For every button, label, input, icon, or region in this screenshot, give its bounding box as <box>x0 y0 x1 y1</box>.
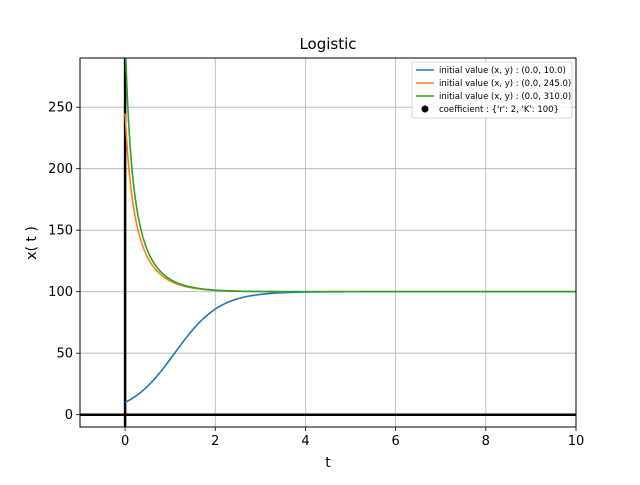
chart-title: Logistic <box>299 35 356 53</box>
x-tick-label: 10 <box>568 434 585 449</box>
x-tick-label: 4 <box>301 434 309 449</box>
x-axis-ticks: 0 2 4 6 8 10 <box>121 427 584 449</box>
y-tick-label: 100 <box>48 285 73 300</box>
y-tick-label: 50 <box>56 347 73 362</box>
x-tick-label: 6 <box>391 434 399 449</box>
x-tick-label: 0 <box>121 434 129 449</box>
legend: initial value (x, y) : (0.0, 10.0) initia… <box>411 61 573 119</box>
y-tick-label: 250 <box>48 101 73 116</box>
y-axis-label: x( t ) <box>24 226 40 260</box>
series-line-3 <box>125 58 576 293</box>
x-tick-label: 2 <box>211 434 219 449</box>
legend-label-1: initial value (x, y) : (0.0, 10.0) <box>439 66 566 76</box>
plot-frame <box>79 57 577 428</box>
series-line-2 <box>124 113 576 293</box>
legend-box <box>411 61 573 119</box>
y-axis-ticks: 0 50 100 150 200 250 <box>48 101 80 423</box>
legend-coefficient-label: coefficient : {'r': 2, 'K': 100} <box>439 105 559 115</box>
x-axis-label: t <box>325 455 331 471</box>
y-tick-label: 150 <box>48 224 73 239</box>
x-tick-label: 8 <box>482 434 490 449</box>
legend-label-2: initial value (x, y) : (0.0, 245.0) <box>439 79 571 89</box>
series-line-1 <box>124 290 576 404</box>
legend-coefficient-marker <box>421 105 429 113</box>
y-tick-label: 0 <box>65 408 73 423</box>
series-lines <box>124 58 576 404</box>
legend-label-3: initial value (x, y) : (0.0, 310.0) <box>439 92 571 102</box>
y-tick-label: 200 <box>48 162 73 177</box>
